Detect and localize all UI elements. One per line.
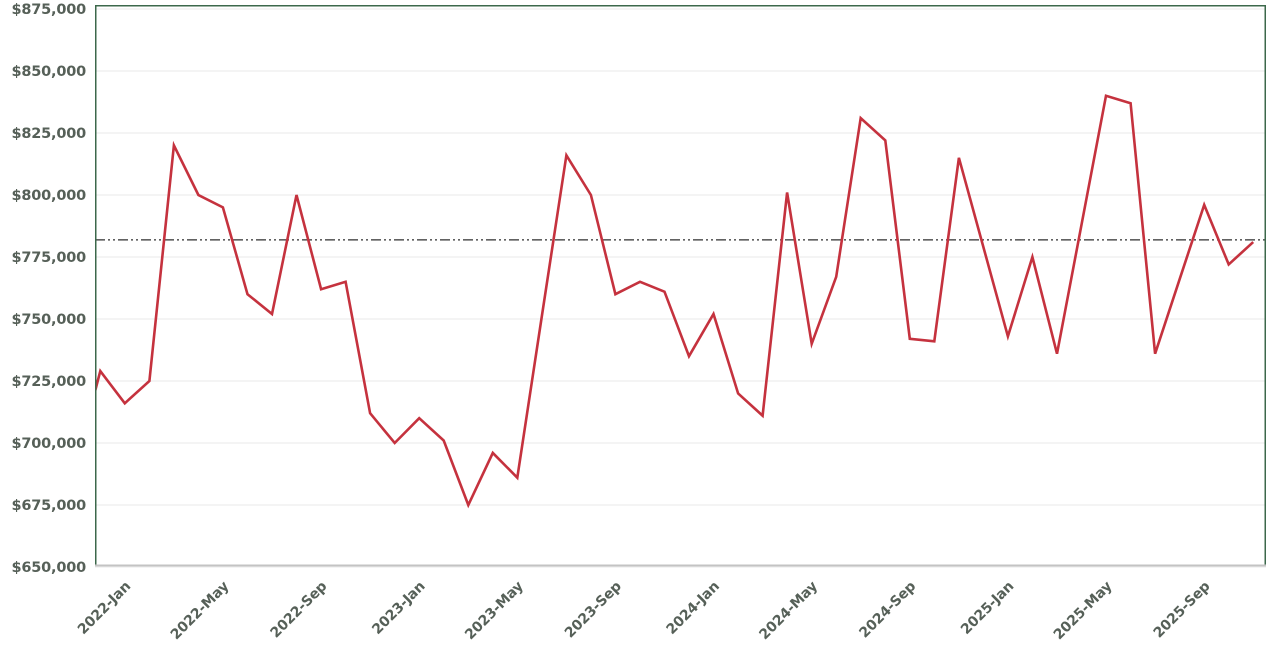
y-tick-label: $725,000 [11,374,86,390]
plot-border [95,5,1266,567]
y-tick-label: $875,000 [11,2,86,18]
y-tick-label: $675,000 [11,498,86,514]
y-tick-label: $825,000 [11,126,86,142]
gridlines [95,8,1266,568]
y-tick-label: $750,000 [11,312,86,328]
y-tick-label: $650,000 [11,560,86,576]
y-tick-label: $800,000 [11,188,86,204]
y-tick-label: $775,000 [11,250,86,266]
y-tick-label: $850,000 [11,64,86,80]
y-tick-label: $700,000 [11,436,86,452]
y-axis-labels: $650,000 $675,000 $700,000 $725,000 $750,000… [11,2,86,576]
price-line-series [95,94,1255,509]
